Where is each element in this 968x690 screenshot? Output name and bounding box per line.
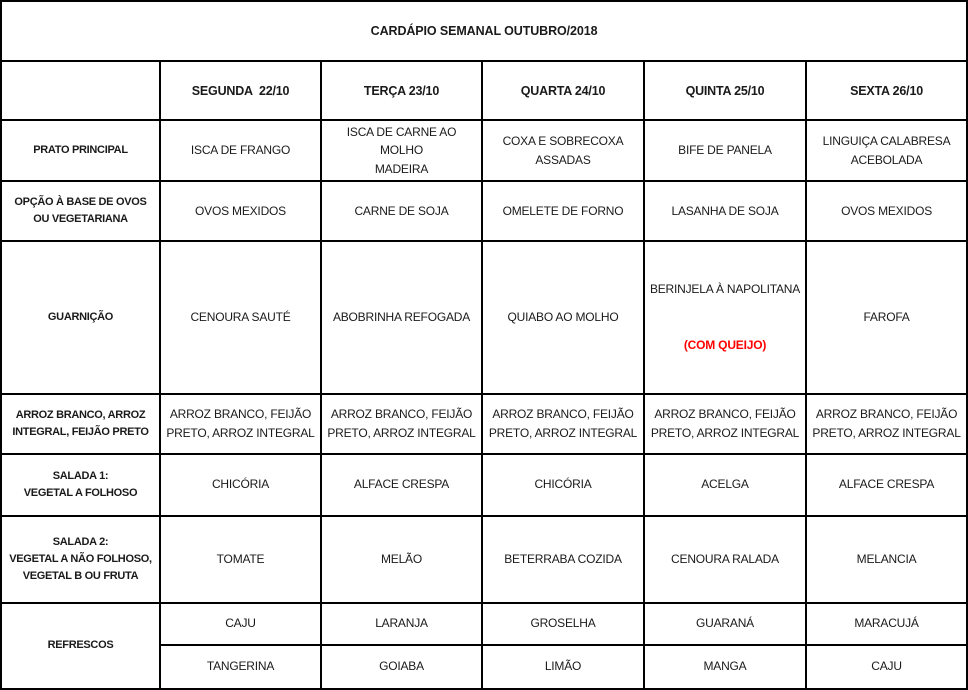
menu-cell: GOIABA	[320, 643, 483, 690]
menu-cell: OVOS MEXIDOS	[159, 180, 322, 242]
row-label-guarnicao: GUARNIÇÃO	[0, 240, 161, 395]
menu-cell: CARNE DE SOJA	[320, 180, 483, 242]
menu-cell: ARROZ BRANCO, FEIJÃO PRETO, ARROZ INTEGR…	[643, 392, 807, 455]
menu-cell: CAJU	[159, 601, 322, 646]
menu-cell: LINGUIÇA CALABRESA ACEBOLADA	[804, 119, 968, 182]
row-label-salada-2: SALADA 2: VEGETAL A NÃO FOLHOSO, VEGETAL…	[0, 514, 161, 604]
menu-cell: LASANHA DE SOJA	[643, 180, 807, 242]
menu-cell: GUARANÁ	[643, 601, 807, 646]
menu-cell-with-note: BERINJELA À NAPOLITANA (COM QUEIJO)	[643, 240, 807, 395]
row-label-prato-principal: PRATO PRINCIPAL	[0, 119, 161, 182]
row-label-opcao-ovos-vegetariana: OPÇÃO À BASE DE OVOS OU VEGETARIANA	[0, 180, 161, 242]
menu-cell: COXA E SOBRECOXA ASSADAS	[481, 119, 645, 182]
menu-cell: QUIABO AO MOLHO	[481, 240, 645, 395]
menu-cell: ARROZ BRANCO, FEIJÃO PRETO, ARROZ INTEGR…	[481, 392, 645, 455]
row-prato-principal: PRATO PRINCIPAL ISCA DE FRANGO ISCA DE C…	[0, 119, 968, 182]
menu-cell: BIFE DE PANELA	[643, 119, 807, 182]
menu-cell: ISCA DE CARNE AO MOLHO MADEIRA	[320, 119, 483, 182]
menu-cell: ABOBRINHA REFOGADA	[320, 240, 483, 395]
menu-cell: FAROFA	[804, 240, 968, 395]
menu-cell: OVOS MEXIDOS	[804, 180, 968, 242]
row-salada-1: SALADA 1: VEGETAL A FOLHOSO CHICÓRIA ALF…	[0, 452, 968, 517]
menu-title: CARDÁPIO SEMANAL OUTUBRO/2018	[0, 0, 968, 62]
menu-cell: OMELETE DE FORNO	[481, 180, 645, 242]
day-header-row: SEGUNDA 22/10 TERÇA 23/10 QUARTA 24/10 Q…	[0, 60, 968, 121]
day-header-segunda: SEGUNDA 22/10	[159, 60, 322, 121]
menu-cell-main-text: BERINJELA À NAPOLITANA	[649, 282, 801, 297]
menu-cell: MELANCIA	[804, 514, 968, 604]
corner-empty-cell	[0, 60, 161, 121]
day-header-terca: TERÇA 23/10	[320, 60, 483, 121]
menu-cell: ISCA DE FRANGO	[159, 119, 322, 182]
row-refrescos-1: REFRESCOS CAJU LARANJA GROSELHA GUARANÁ …	[0, 601, 968, 690]
row-label-arroz-feijao: ARROZ BRANCO, ARROZ INTEGRAL, FEIJÃO PRE…	[0, 392, 161, 455]
menu-cell: CHICÓRIA	[481, 452, 645, 517]
menu-cell: CAJU	[804, 643, 968, 690]
day-header-quinta: QUINTA 25/10	[643, 60, 807, 121]
menu-cell: TANGERINA	[159, 643, 322, 690]
menu-cell: CHICÓRIA	[159, 452, 322, 517]
menu-cell: CENOURA SAUTÉ	[159, 240, 322, 395]
row-guarnicao: GUARNIÇÃO CENOURA SAUTÉ ABOBRINHA REFOGA…	[0, 240, 968, 395]
row-opcao-ovos-vegetariana: OPÇÃO À BASE DE OVOS OU VEGETARIANA OVOS…	[0, 180, 968, 242]
menu-cell: BETERRABA COZIDA	[481, 514, 645, 604]
menu-cell: TOMATE	[159, 514, 322, 604]
menu-cell: ARROZ BRANCO, FEIJÃO PRETO, ARROZ INTEGR…	[804, 392, 968, 455]
menu-cell: MELÃO	[320, 514, 483, 604]
menu-cell: ALFACE CRESPA	[804, 452, 968, 517]
menu-cell: MARACUJÁ	[804, 601, 968, 646]
menu-cell: ALFACE CRESPA	[320, 452, 483, 517]
menu-cell: ARROZ BRANCO, FEIJÃO PRETO, ARROZ INTEGR…	[320, 392, 483, 455]
row-label-refrescos: REFRESCOS	[0, 601, 161, 690]
menu-cell: LIMÃO	[481, 643, 645, 690]
title-row: CARDÁPIO SEMANAL OUTUBRO/2018	[0, 0, 968, 62]
row-arroz-feijao: ARROZ BRANCO, ARROZ INTEGRAL, FEIJÃO PRE…	[0, 392, 968, 455]
menu-cell: ARROZ BRANCO, FEIJÃO PRETO, ARROZ INTEGR…	[159, 392, 322, 455]
menu-cell: GROSELHA	[481, 601, 645, 646]
menu-cell: LARANJA	[320, 601, 483, 646]
day-header-quarta: QUARTA 24/10	[481, 60, 645, 121]
row-salada-2: SALADA 2: VEGETAL A NÃO FOLHOSO, VEGETAL…	[0, 514, 968, 604]
row-label-salada-1: SALADA 1: VEGETAL A FOLHOSO	[0, 452, 161, 517]
menu-cell: CENOURA RALADA	[643, 514, 807, 604]
menu-cell: MANGA	[643, 643, 807, 690]
menu-cell: ACELGA	[643, 452, 807, 517]
menu-cell-note: (COM QUEIJO)	[683, 337, 767, 352]
day-header-sexta: SEXTA 26/10	[804, 60, 968, 121]
